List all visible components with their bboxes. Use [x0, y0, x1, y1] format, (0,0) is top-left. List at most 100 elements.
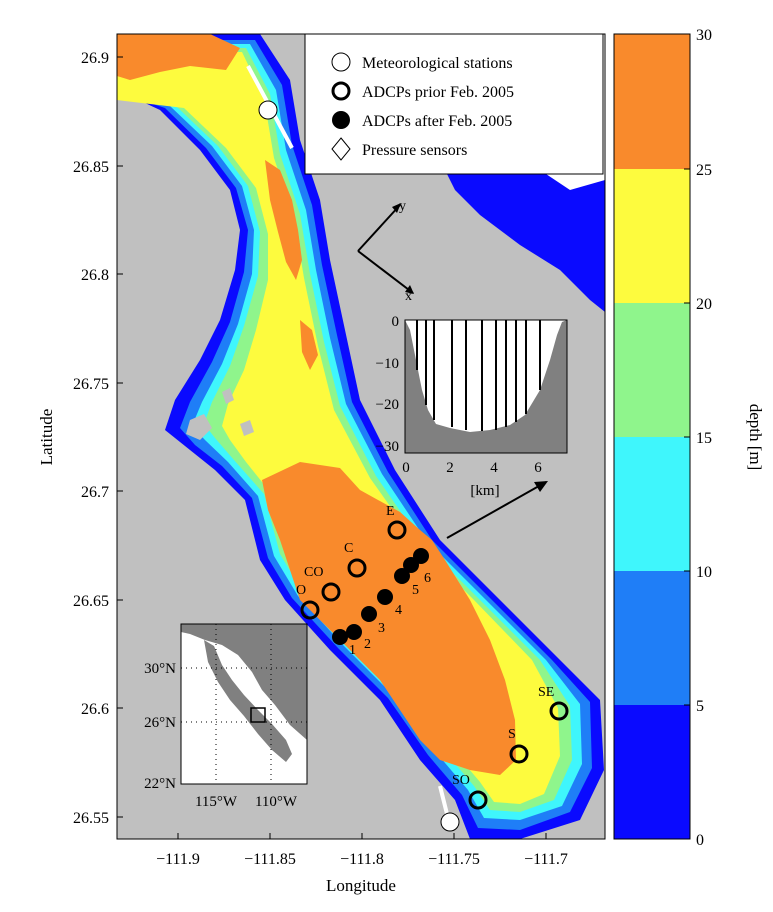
adcp-after-2 [346, 624, 362, 640]
met-station-south [440, 812, 460, 832]
locator-inset: 30°N 26°N 22°N 115°W 110°W [144, 623, 308, 810]
section-ytick-3: −30 [376, 439, 399, 455]
map-xtick-0: −111.9 [156, 851, 200, 868]
adcp-prior-CO [321, 582, 341, 602]
section-xlabel: [km] [470, 483, 499, 499]
legend-symbol-adcp-prior [331, 81, 351, 101]
islet [240, 420, 254, 436]
legend-label-pressure: Pressure sensors [362, 142, 467, 159]
adcp-after-4 [377, 589, 393, 605]
locator-lat-26: 26°N [144, 715, 176, 731]
depth-band-25-30-channel [265, 160, 302, 280]
label-3: 3 [378, 621, 385, 636]
colorbar-tick-25: 25 [696, 162, 712, 179]
adcp-prior-group: E C CO O SE S SO [296, 504, 569, 810]
adcp-prior-SE [549, 701, 569, 721]
adcp-prior-C [347, 558, 367, 578]
label-C: C [344, 541, 353, 556]
depth-band-25-30-north [117, 34, 240, 80]
colorbar-tick-5: 5 [696, 698, 704, 715]
map-y-ticks [117, 56, 123, 818]
locator-lon-110: 110°W [255, 794, 298, 810]
adcp-after-3 [361, 606, 377, 622]
map-ytick-4: 26.7 [81, 484, 109, 501]
adcp-after-group: 1 2 3 4 5 6 [332, 548, 431, 658]
colorbar-band-0-5 [614, 705, 690, 839]
section-xtick-2: 4 [490, 460, 498, 476]
section-frame [404, 319, 568, 454]
section-station-lines [416, 320, 541, 431]
section-ytick-2: −20 [376, 397, 399, 413]
section-arrow [446, 481, 547, 539]
colorbar: 0 5 10 15 20 25 30 depth [m] [613, 27, 765, 849]
met-station-north [258, 100, 278, 120]
map-xlabel: Longitude [326, 876, 396, 895]
axes-arrow-y-label: y [399, 199, 406, 214]
label-6: 6 [424, 571, 431, 586]
adcp-after-1 [332, 629, 348, 645]
adcp-after-5 [394, 568, 410, 584]
locator-peninsula [204, 640, 292, 762]
map-ytick-1: 26.85 [73, 159, 109, 176]
colorbar-label: depth [m] [746, 404, 765, 471]
map-xtick-2: −111.8 [340, 851, 384, 868]
legend-label-adcp-prior: ADCPs prior Feb. 2005 [362, 84, 514, 101]
legend: Meteorological stations ADCPs prior Feb.… [304, 33, 604, 175]
locator-frame [180, 623, 308, 785]
colorbar-band-10-15 [614, 437, 690, 571]
islet [186, 414, 212, 440]
map-ytick-0: 26.9 [81, 50, 109, 67]
locator-mainland [181, 624, 307, 740]
colorbar-band-15-20 [614, 303, 690, 437]
adcp-prior-SO [468, 790, 488, 810]
axes-arrow-x-label: x [405, 289, 412, 304]
legend-label-adcp-after: ADCPs after Feb. 2005 [362, 113, 512, 130]
colorbar-ticks [684, 168, 690, 706]
locator-lon-115: 115°W [195, 794, 238, 810]
map-axes: −111.9 −111.85 −111.8 −111.75 −111.7 26.… [37, 50, 568, 895]
adcp-after-6 [413, 548, 429, 564]
depth-band-25-30-mid [300, 320, 318, 370]
map-panel: y x E C CO O SE S SO [116, 33, 606, 840]
colorbar-tick-15: 15 [696, 430, 712, 447]
section-xtick-0: 0 [402, 460, 410, 476]
legend-symbol-met [331, 52, 351, 72]
locator-gridlines [181, 624, 307, 784]
locator-study-box [250, 707, 266, 723]
colorbar-tick-10: 10 [696, 564, 712, 581]
colorbar-tick-0: 0 [696, 832, 704, 849]
map-frame [116, 33, 606, 840]
adcp-prior-S [509, 744, 529, 764]
map-xtick-1: −111.85 [244, 851, 296, 868]
section-xtick-3: 6 [534, 460, 542, 476]
section-xtick-1: 2 [446, 460, 454, 476]
label-2: 2 [364, 637, 371, 652]
map-xtick-3: −111.75 [428, 851, 480, 868]
label-SO: SO [452, 773, 470, 788]
axes-arrow: y x [357, 199, 414, 304]
colorbar-band-25-30 [614, 34, 690, 169]
legend-symbol-adcp-after [332, 111, 350, 129]
section-bottom-profile [405, 320, 567, 453]
map-ytick-3: 26.75 [73, 376, 109, 393]
islet [222, 388, 234, 404]
colorbar-band-20-25 [614, 169, 690, 303]
label-O: O [296, 583, 306, 598]
label-5: 5 [412, 583, 419, 598]
adcp-prior-O [300, 600, 320, 620]
map-x-ticks [177, 833, 547, 839]
map-xtick-4: −111.7 [524, 851, 568, 868]
section-ytick-1: −10 [376, 356, 399, 372]
label-CO: CO [304, 565, 323, 580]
adcp-prior-E [387, 520, 407, 540]
map-ytick-7: 26.55 [73, 810, 109, 827]
colorbar-tick-20: 20 [696, 296, 712, 313]
map-ylabel: Latitude [37, 409, 56, 466]
lagoon-bathymetry [117, 34, 604, 839]
legend-symbol-pressure [331, 137, 351, 161]
map-ytick-6: 26.6 [81, 701, 109, 718]
label-S: S [508, 727, 516, 742]
locator-lat-30: 30°N [144, 661, 176, 677]
section-ytick-0: 0 [392, 314, 400, 330]
